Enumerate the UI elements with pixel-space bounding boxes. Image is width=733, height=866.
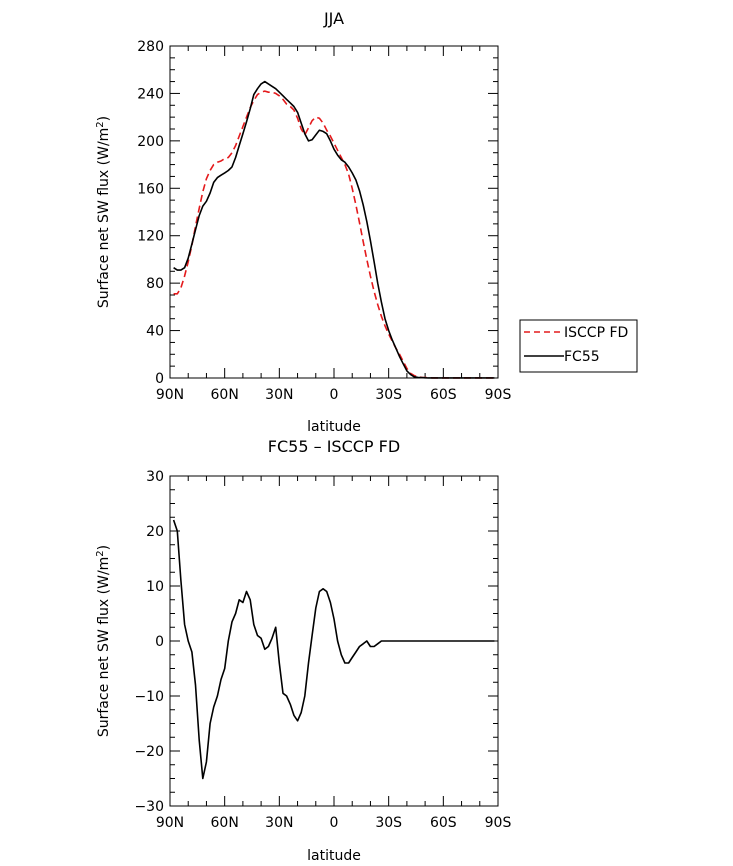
bottom-y-tick-label: 20 bbox=[146, 524, 164, 540]
top-y-tick-label: 280 bbox=[137, 39, 164, 55]
top-x-tick-label: 60N bbox=[211, 387, 239, 403]
top-plot-area: 0 40 80 120 160 200 240 280 90N 60N 30N 0 30S 60S 90S bbox=[137, 39, 511, 403]
bottom-y-axis-label-main: Surface net SW flux (W/m bbox=[96, 557, 112, 737]
legend-label-isccp: ISCCP FD bbox=[564, 325, 628, 341]
bottom-series-line-1 bbox=[172, 519, 495, 780]
top-y-tick-label: 160 bbox=[137, 181, 164, 197]
bottom-y-tick-label: 10 bbox=[146, 579, 164, 595]
top-y-axis-label: Surface net SW flux (W/m2) bbox=[95, 116, 113, 308]
bottom-y-tick-label: −20 bbox=[134, 744, 164, 760]
bottom-x-tick-label: 30N bbox=[265, 815, 293, 831]
top-y-tick-label: 0 bbox=[155, 371, 164, 387]
top-y-axis-label-tail: ) bbox=[96, 116, 112, 121]
bottom-y-axis-label-tail: ) bbox=[96, 545, 112, 550]
bottom-x-tick-label: 60N bbox=[211, 815, 239, 831]
top-panel: JJA 0 40 80 120 160 200 240 280 90N 60N 30N 0 30S 60S… bbox=[95, 9, 638, 435]
bottom-x-tick-label: 0 bbox=[330, 815, 339, 831]
top-series-line-fc55 bbox=[173, 80, 495, 379]
bottom-y-axis-label: Surface net SW flux (W/m2) bbox=[95, 545, 113, 737]
bottom-x-tick-label: 90S bbox=[485, 815, 512, 831]
top-x-tick-label: 60S bbox=[430, 387, 457, 403]
bottom-x-axis-label: latitude bbox=[307, 848, 361, 864]
legend-box bbox=[519, 319, 638, 373]
top-x-tick-label: 30N bbox=[265, 387, 293, 403]
top-y-tick-label: 240 bbox=[137, 86, 164, 102]
top-x-tick-label: 90N bbox=[156, 387, 184, 403]
top-y-axis-label-sup: 2 bbox=[95, 121, 106, 127]
top-y-tick-label: 80 bbox=[146, 276, 164, 292]
bottom-y-axis-label-sup: 2 bbox=[95, 550, 106, 556]
top-x-tick-label: 30S bbox=[375, 387, 402, 403]
bottom-y-tick-label: −10 bbox=[134, 689, 164, 705]
top-y-tick-label: 120 bbox=[137, 229, 164, 245]
bottom-y-tick-label: 30 bbox=[146, 469, 164, 485]
bottom-plot-area: −30 −20 −10 0 10 20 30 90N 60N 30N 0 30S 60S 90S bbox=[134, 469, 511, 831]
legend: ISCCP FD FC55 bbox=[519, 319, 638, 373]
bottom-y-tick-label: 0 bbox=[155, 634, 164, 650]
top-x-tick-label: 0 bbox=[330, 387, 339, 403]
top-chart-title: JJA bbox=[323, 9, 344, 28]
top-y-axis-label-main: Surface net SW flux (W/m bbox=[96, 128, 112, 308]
top-y-tick-label: 200 bbox=[137, 134, 164, 150]
bottom-x-tick-label: 60S bbox=[430, 815, 457, 831]
top-x-axis-label: latitude bbox=[307, 419, 361, 435]
legend-label-fc55: FC55 bbox=[564, 349, 600, 365]
bottom-y-tick-label: −30 bbox=[134, 799, 164, 815]
top-x-tick-label: 90S bbox=[485, 387, 512, 403]
bottom-chart-title: FC55 – ISCCP FD bbox=[268, 437, 400, 456]
bottom-x-tick-label: 30S bbox=[375, 815, 402, 831]
top-series-line-isccp-fd bbox=[173, 90, 495, 379]
top-plot-frame bbox=[169, 45, 499, 379]
bottom-x-tick-label: 90N bbox=[156, 815, 184, 831]
top-y-tick-label: 40 bbox=[146, 324, 164, 340]
